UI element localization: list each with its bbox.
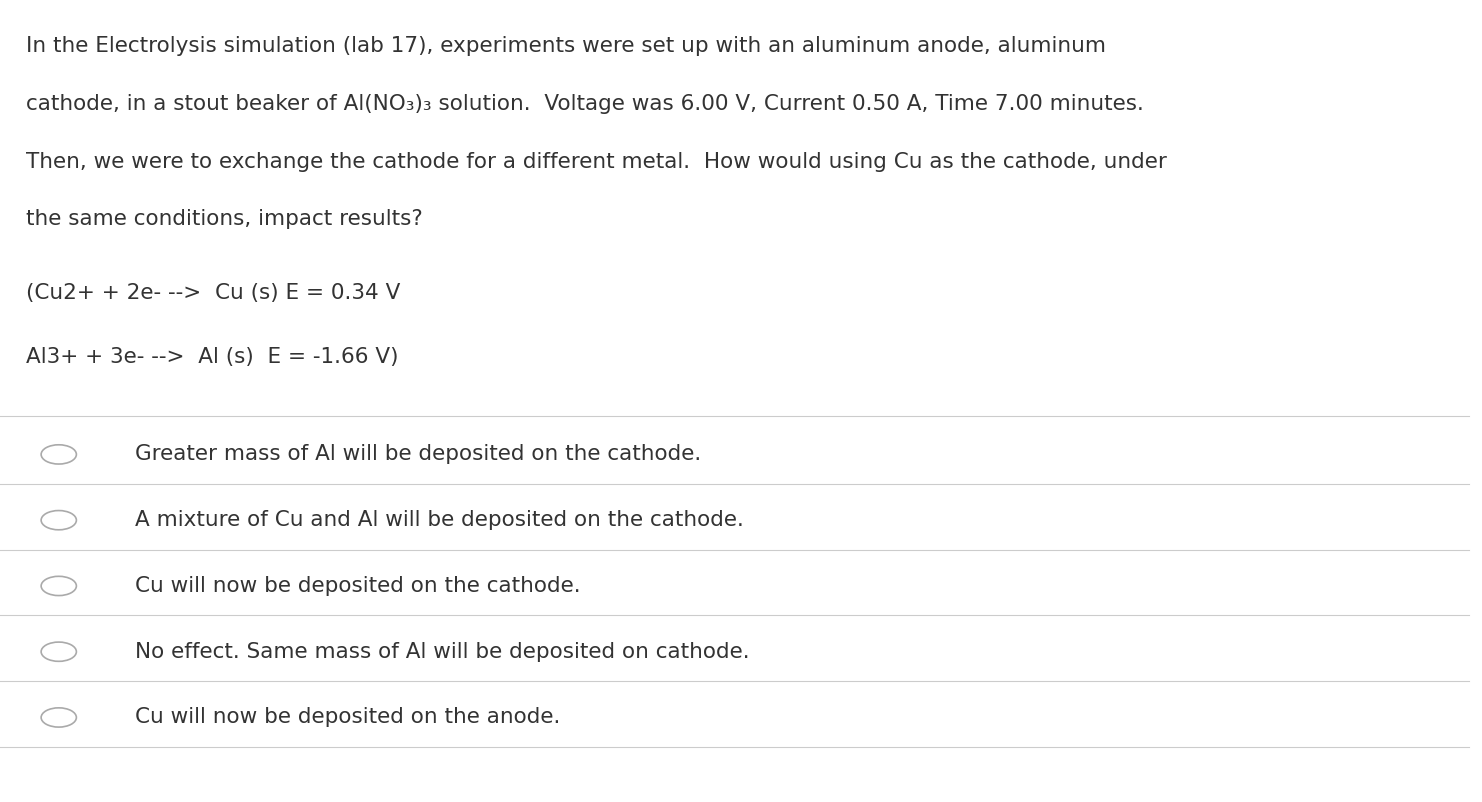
Text: Cu will now be deposited on the anode.: Cu will now be deposited on the anode. — [135, 707, 560, 727]
Text: the same conditions, impact results?: the same conditions, impact results? — [27, 209, 424, 229]
Text: In the Electrolysis simulation (lab 17), experiments were set up with an aluminu: In the Electrolysis simulation (lab 17),… — [27, 36, 1107, 56]
Text: Greater mass of Al will be deposited on the cathode.: Greater mass of Al will be deposited on … — [135, 444, 701, 464]
Text: Cu will now be deposited on the cathode.: Cu will now be deposited on the cathode. — [135, 576, 581, 596]
Text: Al3+ + 3e- -->  Al (s)  E = -1.66 V): Al3+ + 3e- --> Al (s) E = -1.66 V) — [27, 346, 399, 367]
Text: A mixture of Cu and Al will be deposited on the cathode.: A mixture of Cu and Al will be deposited… — [135, 510, 744, 530]
Text: cathode, in a stout beaker of Al(NO₃)₃ solution.  Voltage was 6.00 V, Current 0.: cathode, in a stout beaker of Al(NO₃)₃ s… — [27, 94, 1144, 114]
Text: (Cu2+ + 2e- -->  Cu (s) E = 0.34 V: (Cu2+ + 2e- --> Cu (s) E = 0.34 V — [27, 283, 400, 303]
Text: Then, we were to exchange the cathode for a different metal.  How would using Cu: Then, we were to exchange the cathode fo… — [27, 152, 1168, 172]
Text: No effect. Same mass of Al will be deposited on cathode.: No effect. Same mass of Al will be depos… — [135, 642, 750, 662]
